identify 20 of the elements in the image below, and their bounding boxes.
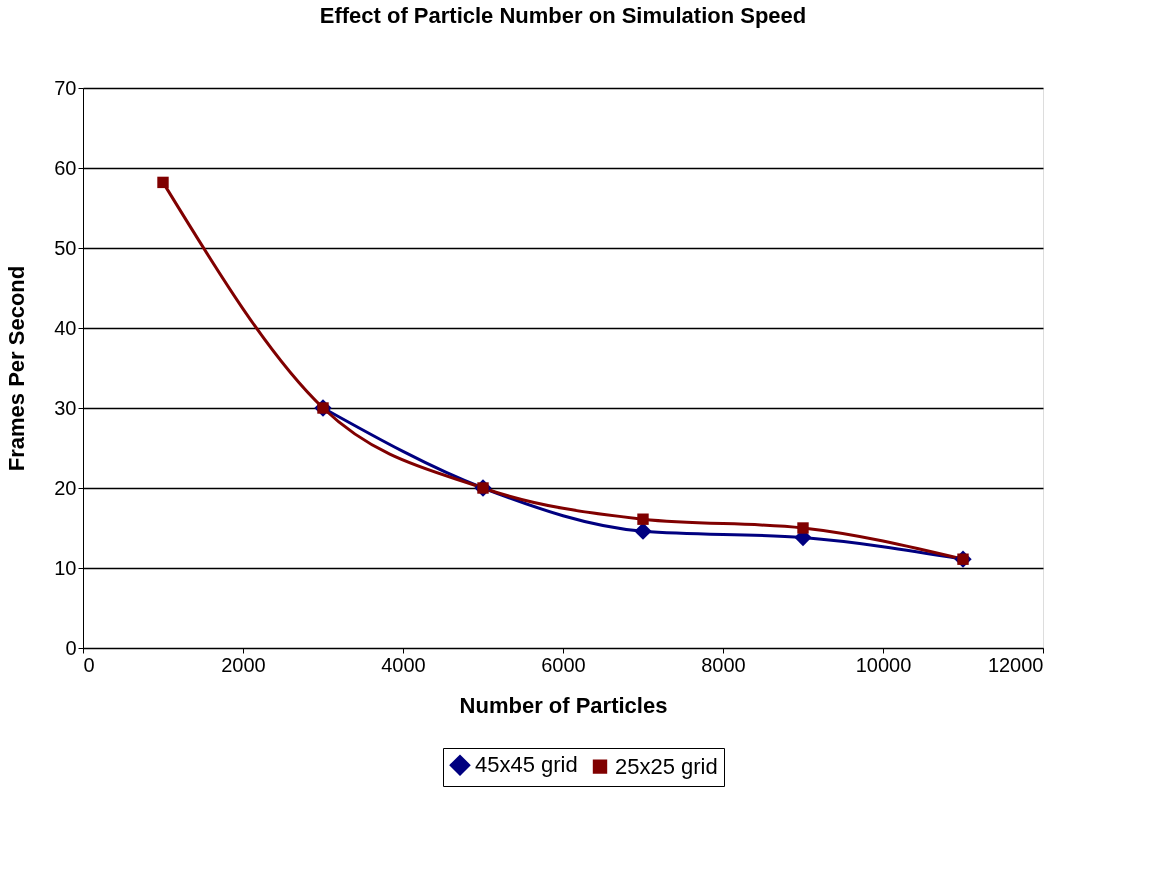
y-tick-label: 50 bbox=[54, 236, 77, 259]
y-tick-label: 0 bbox=[65, 636, 77, 659]
x-tick-label: 8000 bbox=[701, 653, 746, 676]
x-tick-label: 6000 bbox=[541, 653, 586, 676]
x-tick-label: 0 bbox=[83, 653, 95, 676]
y-tick-label: 30 bbox=[54, 396, 77, 419]
y-axis-title: Frames Per Second bbox=[4, 265, 30, 472]
y-tick-label: 10 bbox=[54, 556, 77, 579]
legend-label: 45x45 grid bbox=[475, 752, 578, 778]
y-tick-label: 20 bbox=[54, 476, 77, 499]
x-tick-label: 2000 bbox=[221, 653, 266, 676]
y-tick-label: 40 bbox=[54, 316, 77, 339]
legend-label: 25x25 grid bbox=[615, 753, 718, 779]
x-axis-title: Number of Particles bbox=[459, 692, 668, 718]
y-tick-label: 60 bbox=[54, 156, 77, 179]
chart-title: Effect of Particle Number on Simulation Speed bbox=[319, 3, 807, 28]
y-tick-label: 70 bbox=[54, 76, 77, 99]
x-tick-label: 10000 bbox=[855, 653, 912, 676]
x-tick-label: 12000 bbox=[987, 653, 1044, 676]
x-tick-label: 4000 bbox=[381, 653, 426, 676]
